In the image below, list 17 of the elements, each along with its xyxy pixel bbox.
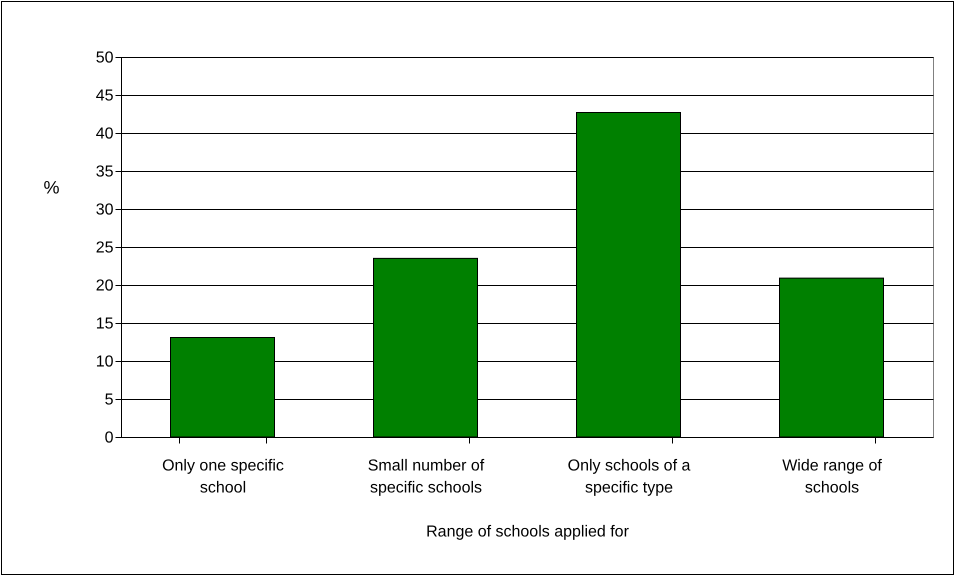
y-tick-label: 30 — [96, 202, 114, 218]
y-tick-label: 10 — [96, 354, 114, 370]
y-tick-label: 45 — [96, 88, 114, 104]
y-tick-label: 35 — [96, 164, 114, 180]
y-tick-label: 20 — [96, 278, 114, 294]
y-tick-label: 5 — [104, 392, 114, 408]
y-tick-label: 25 — [96, 240, 114, 256]
x-tick-label: Small number of specific schools — [368, 458, 485, 496]
y-tick-label: 0 — [104, 430, 114, 446]
y-tick-label: 15 — [96, 316, 114, 332]
x-tick-label: Only one specific school — [162, 458, 284, 496]
y-tick-label: 40 — [96, 126, 114, 142]
x-tick-label: Only schools of a specific type — [568, 458, 690, 496]
x-axis-title: Range of schools applied for — [426, 524, 630, 540]
y-tick-label: 50 — [96, 50, 114, 66]
x-tick-label: Wide range of schools — [782, 458, 882, 496]
y-axis-title: % — [43, 178, 60, 198]
